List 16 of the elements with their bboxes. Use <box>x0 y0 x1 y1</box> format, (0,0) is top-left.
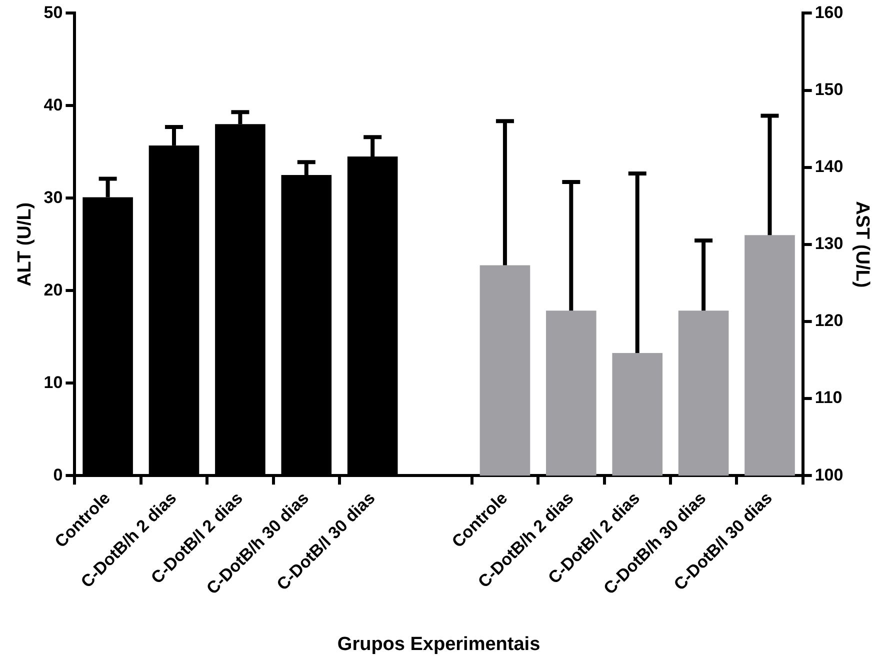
y-axis-title: ALT (U/L) <box>14 202 36 286</box>
y-tick-label: 40 <box>44 95 63 114</box>
x-axis-title: Grupos Experimentais <box>337 634 540 655</box>
y-tick-label: 10 <box>44 372 63 392</box>
y2-tick-label: 110 <box>814 388 842 408</box>
y2-tick-label: 100 <box>814 465 844 484</box>
y-tick-label: 0 <box>53 465 63 484</box>
y2-tick-label: 150 <box>814 80 844 99</box>
y2-axis-title: AST (U/L) <box>851 201 872 288</box>
y2-tick-label: 120 <box>814 311 844 330</box>
y-tick-label: 50 <box>44 2 63 22</box>
y2-tick-label: 160 <box>814 2 844 22</box>
y2-tick-label: 130 <box>814 234 844 254</box>
y-tick-label: 20 <box>44 280 63 300</box>
y-tick-label: 30 <box>44 188 63 207</box>
y2-tick-label: 140 <box>814 157 844 176</box>
